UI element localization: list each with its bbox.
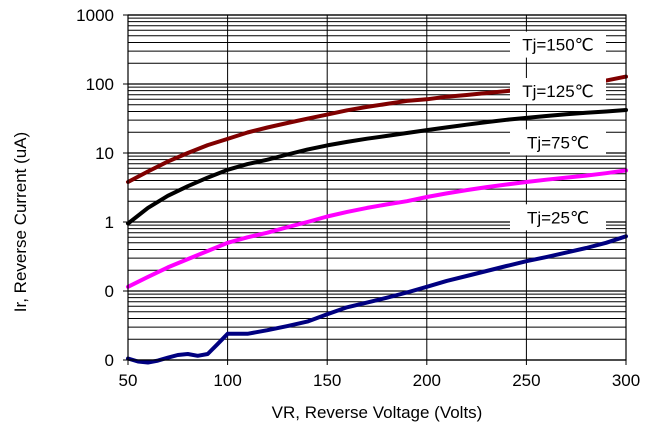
series-annotations: Tj=150℃ Tj=125℃ Tj=75℃ Tj=25℃: [510, 31, 606, 231]
x-tick-label: 200: [413, 371, 441, 390]
annotation-box: [510, 77, 606, 104]
series-line: [126, 108, 628, 226]
x-tick-label: 50: [119, 371, 138, 390]
series-annotation-label: Tj=25℃: [527, 208, 589, 227]
series-annotation-label: Tj=125℃: [522, 82, 594, 101]
x-axis-label: VR, Reverse Voltage (Volts): [272, 403, 483, 422]
annotation-box: [510, 31, 606, 58]
series-line: [126, 168, 628, 289]
y-tick-label: 1: [105, 213, 114, 232]
plot-frame: [127, 14, 627, 361]
axes: 50 100 150 200 250 300 0 0 1 10 100 1000: [76, 6, 640, 390]
y-tick-label: 0: [105, 351, 114, 370]
x-tick-label: 100: [213, 371, 241, 390]
x-tick-label: 250: [512, 371, 540, 390]
annotation-box: [510, 129, 606, 156]
y-tick-label: 0: [105, 282, 114, 301]
y-tick-label: 100: [86, 75, 114, 94]
x-tick-label: 300: [612, 371, 640, 390]
y-axis-label: Ir, Reverse Current (uA): [11, 132, 30, 312]
x-tick-label: 150: [313, 371, 341, 390]
grid: [127, 14, 627, 361]
annotation-box: [510, 204, 606, 231]
series-annotation-label: Tj=75℃: [527, 133, 589, 152]
series-line: [126, 234, 628, 365]
series-annotation-label: Tj=150℃: [522, 36, 594, 55]
y-tick-label: 10: [95, 144, 114, 163]
y-tick-label: 1000: [76, 6, 114, 25]
